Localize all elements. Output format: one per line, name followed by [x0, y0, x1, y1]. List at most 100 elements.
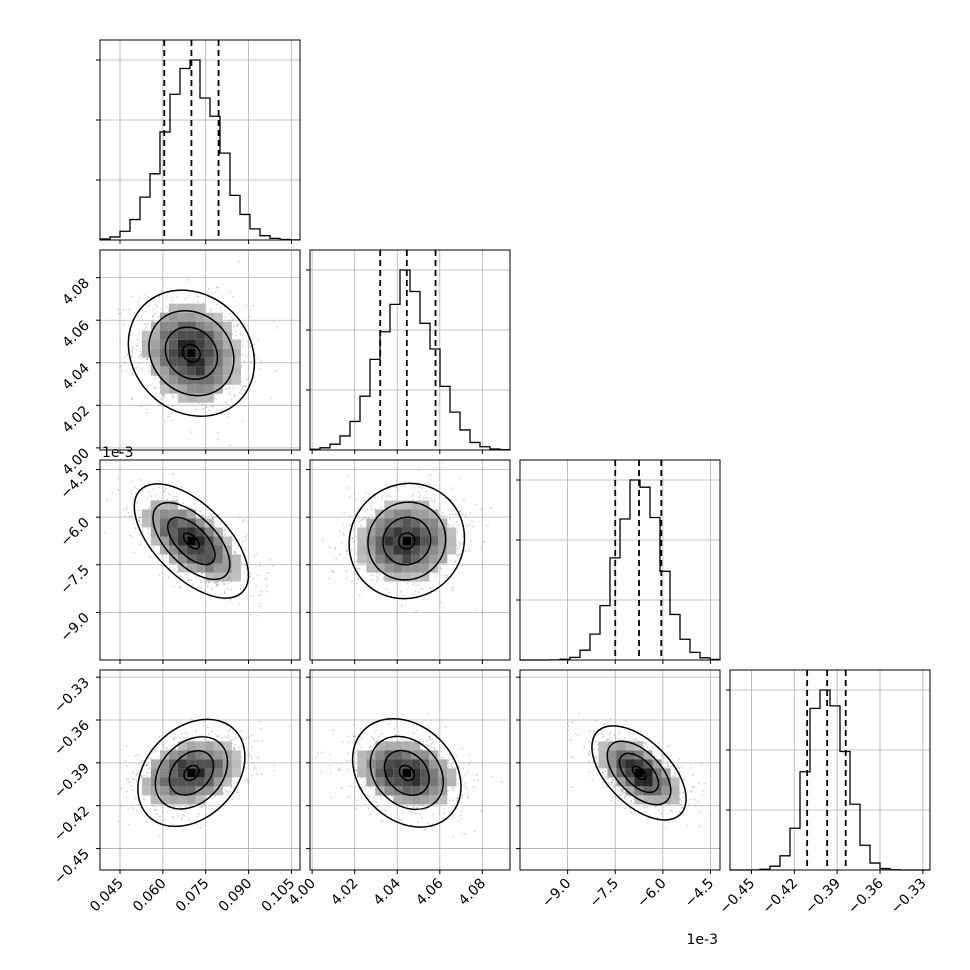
sample-point	[452, 787, 455, 790]
sample-point	[157, 486, 160, 489]
sample-point	[147, 296, 150, 298]
sample-point	[316, 752, 319, 754]
sample-point	[162, 811, 164, 814]
sample-point	[428, 736, 431, 739]
sample-point	[460, 509, 462, 512]
sample-point	[229, 598, 232, 601]
sample-point	[147, 386, 149, 388]
sample-point	[145, 764, 148, 767]
sample-point	[138, 509, 140, 512]
density-cell	[393, 563, 403, 573]
sample-point	[140, 776, 143, 778]
density-cell	[195, 527, 205, 537]
sample-point	[147, 507, 150, 510]
sample-point	[417, 583, 420, 586]
sample-point	[244, 535, 247, 538]
contour-level-1	[367, 501, 447, 581]
sample-point	[178, 806, 181, 808]
sample-point	[173, 585, 175, 588]
sample-point	[132, 551, 135, 554]
contour-level-2	[167, 516, 216, 566]
sample-point	[252, 577, 255, 580]
sample-point	[220, 593, 223, 595]
sample-point	[234, 551, 236, 554]
sample-point	[155, 386, 158, 389]
sample-point	[258, 605, 261, 608]
sample-point	[448, 518, 451, 520]
sample-point	[374, 730, 377, 733]
density-cell	[213, 777, 223, 787]
sample-point	[458, 819, 460, 822]
sample-point	[347, 752, 349, 755]
density-cell	[393, 527, 403, 537]
sample-point	[158, 574, 161, 577]
density-cell	[159, 768, 169, 778]
density-cell	[222, 563, 232, 573]
sample-point	[144, 323, 147, 326]
sample-point	[425, 497, 428, 499]
sample-point	[258, 721, 261, 723]
sample-point	[256, 740, 259, 743]
sample-point	[421, 748, 423, 751]
sample-point	[375, 801, 378, 804]
sample-point	[221, 736, 224, 739]
sample-point	[242, 339, 245, 342]
sample-point	[451, 525, 454, 527]
sample-point	[257, 338, 260, 341]
sample-point	[224, 317, 227, 319]
sample-point	[246, 534, 249, 536]
density-cell	[168, 348, 178, 358]
sample-point	[173, 736, 176, 739]
sample-point	[145, 412, 148, 414]
sample-point	[380, 733, 383, 735]
sample-point	[230, 786, 233, 789]
sample-point	[118, 340, 121, 342]
density-cell	[195, 741, 205, 751]
sample-point	[338, 769, 341, 772]
sample-point	[130, 356, 133, 359]
sample-point	[200, 805, 203, 808]
sample-point	[467, 770, 470, 773]
sample-point	[138, 297, 141, 300]
sample-point	[161, 807, 164, 809]
sample-point	[457, 530, 459, 533]
sample-point	[219, 522, 222, 524]
sample-point	[158, 404, 161, 406]
sample-point	[469, 523, 471, 526]
sample-point	[349, 785, 351, 788]
sample-point	[260, 727, 263, 730]
sample-point	[183, 737, 186, 740]
sample-point	[144, 815, 146, 817]
density-cell	[159, 786, 169, 796]
sample-point	[413, 486, 415, 489]
sample-point	[234, 550, 237, 553]
sample-point	[358, 517, 361, 520]
density-cell	[222, 768, 232, 778]
density-cell	[177, 536, 187, 546]
sample-point	[346, 550, 349, 552]
sample-point	[207, 733, 210, 736]
sample-point	[119, 365, 122, 368]
sample-point	[230, 739, 233, 741]
sample-point	[184, 805, 187, 808]
density-cell	[402, 554, 412, 564]
density-cell	[150, 357, 160, 367]
density-cell	[159, 759, 169, 769]
sample-point	[451, 787, 454, 790]
sample-point	[217, 581, 219, 583]
sample-point	[433, 747, 436, 750]
sample-point	[240, 730, 243, 733]
density-cell	[411, 554, 421, 564]
density-cell	[402, 509, 412, 519]
density-cell	[195, 536, 205, 546]
density-cell	[168, 366, 178, 376]
density-cell	[186, 393, 196, 403]
density-cell	[213, 527, 223, 537]
sample-point	[340, 762, 343, 765]
sample-point	[351, 548, 353, 551]
sample-point	[266, 585, 268, 587]
sample-point	[449, 799, 451, 802]
sample-point	[427, 822, 429, 825]
sample-point	[205, 406, 208, 409]
sample-point	[416, 807, 419, 809]
